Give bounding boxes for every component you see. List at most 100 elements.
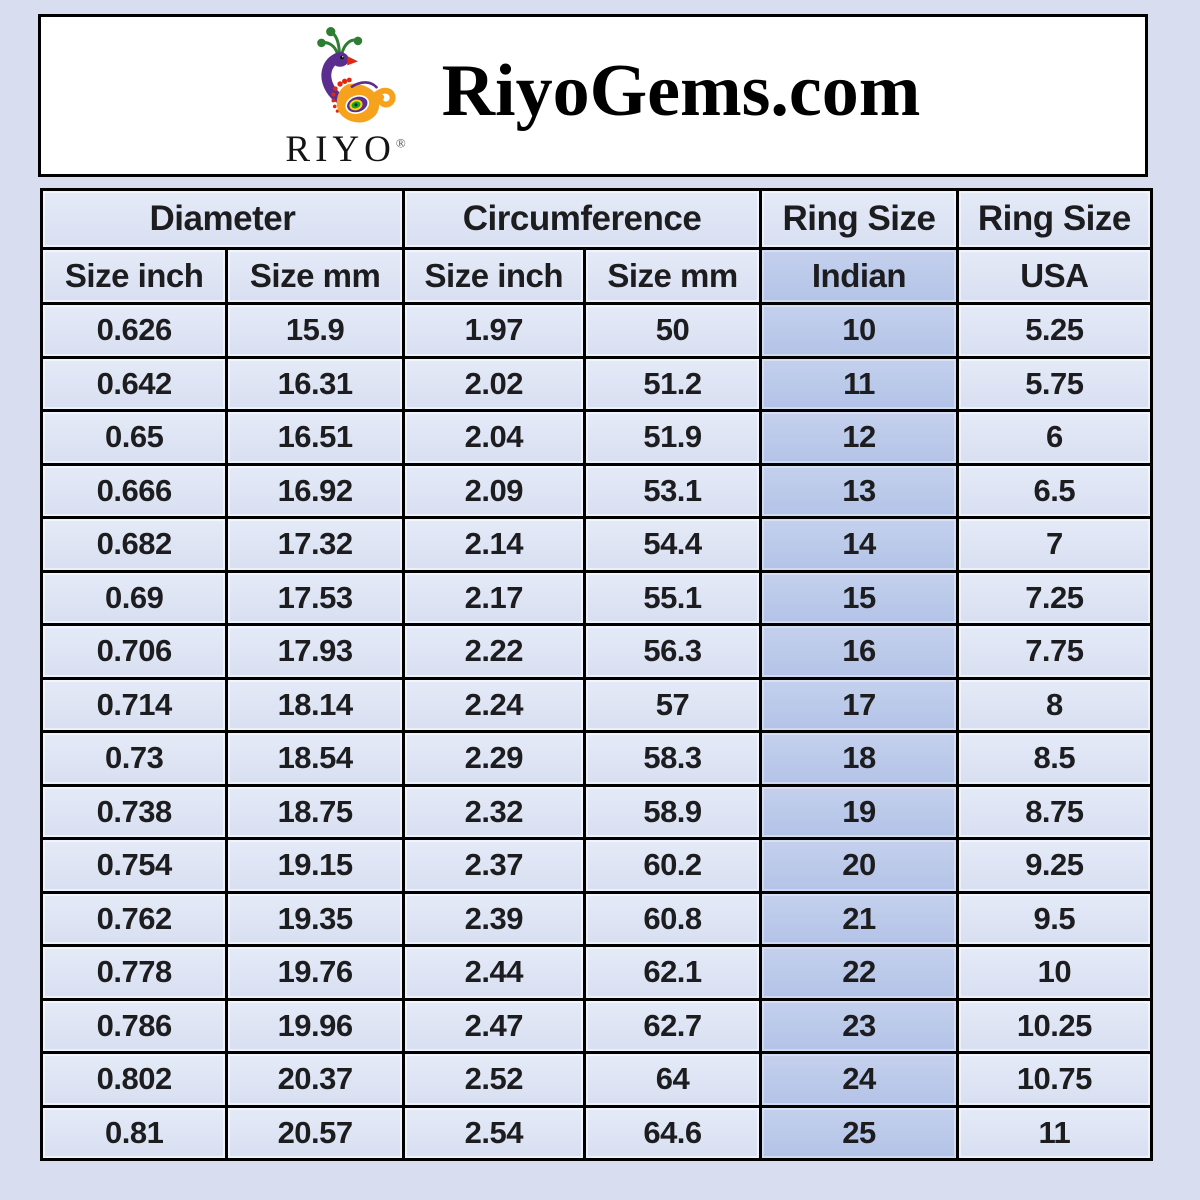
header-circumference: Circumference bbox=[401, 188, 763, 250]
table-cell: 58.3 bbox=[582, 730, 763, 787]
table-cell: 11 bbox=[759, 355, 959, 412]
table-cell: 0.65 bbox=[39, 409, 229, 466]
table-row: 0.642 16.31 2.02 51.2 11 5.75 bbox=[39, 355, 1154, 412]
table-cell: 2.17 bbox=[401, 569, 586, 626]
table-cell: 2.14 bbox=[401, 516, 586, 573]
table-body: 0.626 15.9 1.97 50 10 5.25 0.642 16.31 2.02 51.2 1… bbox=[39, 302, 1154, 1161]
table-cell: 16.92 bbox=[225, 462, 405, 519]
logo-wordmark-text: RIYO bbox=[285, 129, 396, 170]
table-row: 0.666 16.92 2.09 53.1 13 6.5 bbox=[39, 462, 1154, 519]
table-cell: 2.24 bbox=[401, 676, 586, 733]
table-cell: 0.642 bbox=[39, 355, 229, 412]
table-cell: 1.97 bbox=[401, 302, 586, 359]
table-cell: 0.778 bbox=[39, 944, 229, 1001]
table-cell: 0.786 bbox=[39, 997, 229, 1054]
table-cell: 15 bbox=[759, 569, 959, 626]
table-cell: 0.682 bbox=[39, 516, 229, 573]
table-cell: 18.14 bbox=[225, 676, 405, 733]
table-cell: 8 bbox=[955, 676, 1154, 733]
header-diameter: Diameter bbox=[40, 188, 405, 250]
table-cell: 19.76 bbox=[225, 944, 405, 1001]
table-row: 0.69 17.53 2.17 55.1 15 7.25 bbox=[39, 569, 1154, 626]
table-cell: 2.09 bbox=[401, 462, 586, 519]
table-cell: 0.714 bbox=[39, 676, 229, 733]
subheader-diameter-inch: Size inch bbox=[39, 247, 229, 305]
header-ring-size-usa: Ring Size bbox=[955, 188, 1154, 250]
table-cell: 20.57 bbox=[225, 1104, 405, 1161]
logo-wordmark: RIYO® bbox=[285, 131, 405, 168]
table-cell: 11 bbox=[955, 1104, 1154, 1161]
table-cell: 0.69 bbox=[39, 569, 229, 626]
table-cell: 9.25 bbox=[955, 837, 1154, 894]
table-cell: 5.75 bbox=[955, 355, 1154, 412]
peacock-icon bbox=[316, 26, 396, 123]
registered-mark: ® bbox=[395, 135, 406, 151]
subheader-circumference-mm: Size mm bbox=[582, 247, 763, 305]
table-row: 0.65 16.51 2.04 51.9 12 6 bbox=[39, 409, 1154, 466]
table-cell: 19.35 bbox=[225, 890, 405, 947]
table-cell: 53.1 bbox=[582, 462, 763, 519]
table-cell: 54.4 bbox=[582, 516, 763, 573]
table-row: 0.714 18.14 2.24 57 17 8 bbox=[39, 676, 1154, 733]
table-cell: 5.25 bbox=[955, 302, 1154, 359]
table-cell: 19 bbox=[759, 783, 959, 840]
table-cell: 7 bbox=[955, 516, 1154, 573]
table-cell: 0.802 bbox=[39, 1051, 229, 1108]
table-cell: 0.706 bbox=[39, 623, 229, 680]
table-cell: 2.32 bbox=[401, 783, 586, 840]
table-cell: 8.5 bbox=[955, 730, 1154, 787]
table-cell: 6 bbox=[955, 409, 1154, 466]
table-cell: 60.8 bbox=[582, 890, 763, 947]
table-cell: 2.04 bbox=[401, 409, 586, 466]
table-cell: 18.75 bbox=[225, 783, 405, 840]
table-cell: 16.51 bbox=[225, 409, 405, 466]
table-cell: 0.666 bbox=[39, 462, 229, 519]
table-cell: 19.96 bbox=[225, 997, 405, 1054]
table-cell: 0.754 bbox=[39, 837, 229, 894]
table-cell: 9.5 bbox=[955, 890, 1154, 947]
table-cell: 58.9 bbox=[582, 783, 763, 840]
table-cell: 2.29 bbox=[401, 730, 586, 787]
table-cell: 25 bbox=[759, 1104, 959, 1161]
table-cell: 0.81 bbox=[39, 1104, 229, 1161]
table-cell: 51.2 bbox=[582, 355, 763, 412]
riyo-logo: RIYO® bbox=[266, 23, 426, 168]
table-cell: 50 bbox=[582, 302, 763, 359]
ring-size-table: Diameter Circumference Ring Size Ring Si… bbox=[39, 188, 1154, 1161]
table-cell: 15.9 bbox=[225, 302, 405, 359]
table-row: 0.778 19.76 2.44 62.1 22 10 bbox=[39, 944, 1154, 1001]
table-cell: 2.54 bbox=[401, 1104, 586, 1161]
table-cell: 14 bbox=[759, 516, 959, 573]
table-cell: 51.9 bbox=[582, 409, 763, 466]
table-row: 0.706 17.93 2.22 56.3 16 7.75 bbox=[39, 623, 1154, 680]
table-cell: 10.25 bbox=[955, 997, 1154, 1054]
table-cell: 17.53 bbox=[225, 569, 405, 626]
table-cell: 0.738 bbox=[39, 783, 229, 840]
table-cell: 0.626 bbox=[39, 302, 229, 359]
header-banner: RIYO® RiyoGems.com bbox=[38, 14, 1148, 177]
table-row: 0.73 18.54 2.29 58.3 18 8.5 bbox=[39, 730, 1154, 787]
table-row: 0.738 18.75 2.32 58.9 19 8.75 bbox=[39, 783, 1154, 840]
table-cell: 20.37 bbox=[225, 1051, 405, 1108]
table-cell: 8.75 bbox=[955, 783, 1154, 840]
table-cell: 17.32 bbox=[225, 516, 405, 573]
subheader-diameter-mm: Size mm bbox=[225, 247, 405, 305]
table-cell: 19.15 bbox=[225, 837, 405, 894]
table-cell: 24 bbox=[759, 1051, 959, 1108]
table-cell: 57 bbox=[582, 676, 763, 733]
table-cell: 10.75 bbox=[955, 1051, 1154, 1108]
table-row: 0.81 20.57 2.54 64.6 25 11 bbox=[39, 1104, 1154, 1161]
table-cell: 17 bbox=[759, 676, 959, 733]
subheader-usa: USA bbox=[955, 247, 1154, 305]
table-cell: 20 bbox=[759, 837, 959, 894]
table-cell: 60.2 bbox=[582, 837, 763, 894]
table-cell: 7.75 bbox=[955, 623, 1154, 680]
header-ring-size-indian: Ring Size bbox=[759, 188, 959, 250]
table-cell: 2.39 bbox=[401, 890, 586, 947]
table-cell: 10 bbox=[759, 302, 959, 359]
table-cell: 23 bbox=[759, 997, 959, 1054]
table-cell: 17.93 bbox=[225, 623, 405, 680]
table-row: 0.682 17.32 2.14 54.4 14 7 bbox=[39, 516, 1154, 573]
table-cell: 13 bbox=[759, 462, 959, 519]
table-row: 0.626 15.9 1.97 50 10 5.25 bbox=[39, 302, 1154, 359]
